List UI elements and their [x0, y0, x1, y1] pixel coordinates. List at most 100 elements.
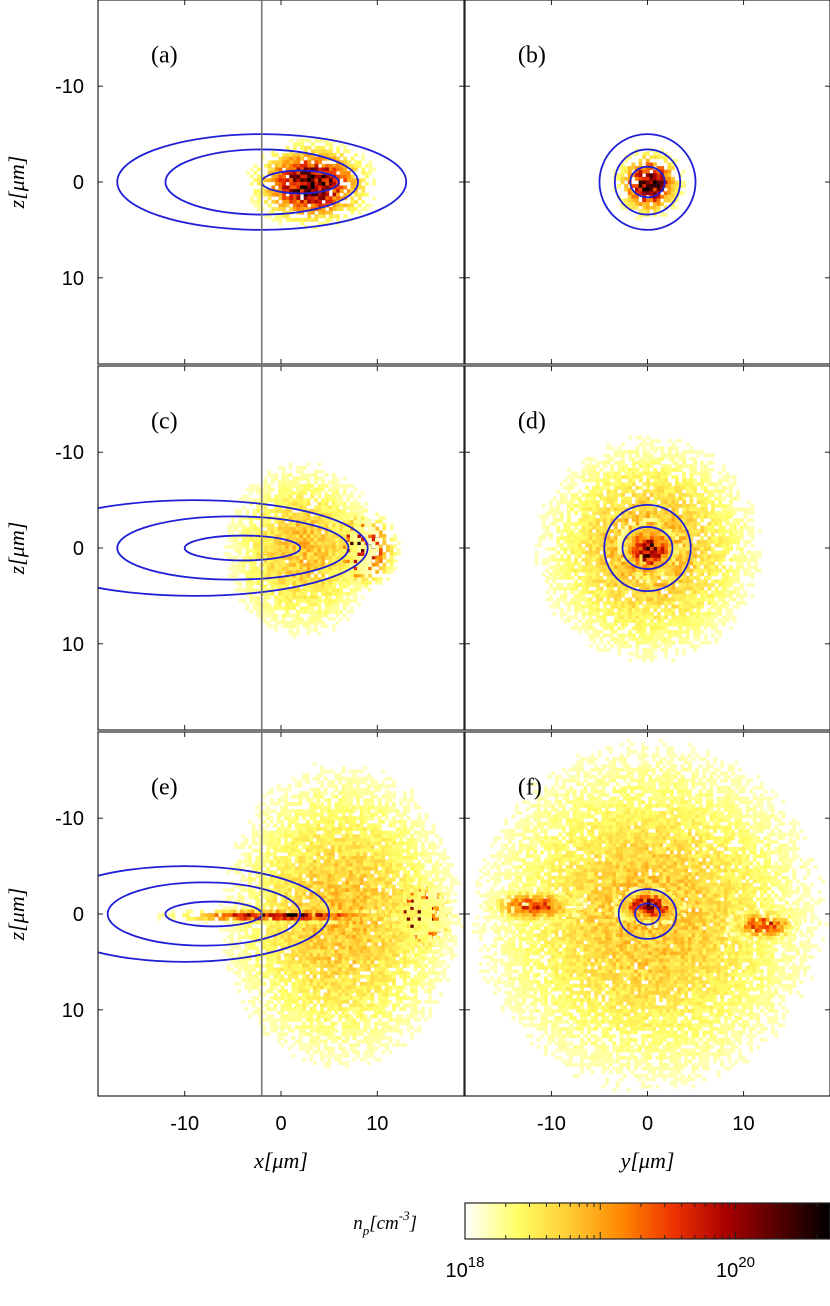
- density-cell: [299, 552, 304, 557]
- density-cell: [346, 178, 351, 183]
- density-cell: [750, 593, 755, 598]
- density-cell: [567, 500, 571, 505]
- density-cell: [588, 457, 593, 461]
- density-cell: [263, 577, 268, 582]
- density-cell: [718, 543, 723, 548]
- density-cell: [577, 565, 582, 569]
- density-cell: [364, 163, 369, 168]
- density-cell: [300, 171, 304, 175]
- density-cell: [693, 593, 697, 598]
- density-cell: [657, 525, 661, 530]
- density-cell: [577, 604, 582, 609]
- density-cell: [342, 505, 347, 510]
- density-cell: [624, 546, 629, 551]
- density-cell: [585, 572, 589, 577]
- density-cell: [718, 500, 723, 505]
- density-cell: [318, 149, 322, 154]
- density-cell: [299, 534, 304, 539]
- density-cell: [700, 471, 705, 476]
- density-cell: [256, 189, 261, 193]
- density-cell: [703, 583, 708, 587]
- density-cell: [281, 584, 286, 589]
- density-cell: [664, 475, 669, 479]
- density-cell: [245, 552, 250, 557]
- density-cell: [739, 525, 744, 530]
- density-cell: [649, 564, 654, 569]
- density-cell: [328, 494, 333, 499]
- density-cell: [588, 496, 593, 501]
- density-cell: [685, 593, 690, 598]
- density-cell: [617, 511, 622, 515]
- density-cell: [534, 550, 539, 555]
- density-cell: [581, 471, 586, 476]
- density-cell: [631, 184, 636, 188]
- density-cell: [267, 555, 271, 560]
- density-cell: [307, 178, 312, 183]
- density-cell: [339, 541, 343, 546]
- density-cell: [368, 160, 373, 165]
- density-cell: [545, 529, 550, 533]
- density-cell: [610, 543, 615, 548]
- density-cell: [660, 640, 665, 645]
- density-cell: [660, 633, 665, 638]
- density-cell: [610, 446, 615, 451]
- density-cell: [278, 203, 283, 208]
- density-cell: [277, 599, 282, 603]
- density-cell: [310, 577, 315, 582]
- density-cell: [325, 163, 330, 168]
- density-cell: [628, 449, 633, 454]
- density-cell: [703, 475, 708, 479]
- density-cell: [592, 493, 597, 497]
- density-cell: [682, 586, 687, 591]
- density-cell: [357, 185, 362, 190]
- density-cell: [649, 554, 654, 558]
- density-cell: [653, 626, 658, 631]
- density-cell: [678, 633, 683, 638]
- density-cell: [570, 532, 575, 537]
- density-cell: [588, 575, 593, 580]
- density-cell: [711, 511, 715, 515]
- density-cell: [314, 160, 319, 165]
- density-cell: [289, 199, 294, 204]
- density-cell: [415, 935, 419, 940]
- density-cell: [639, 532, 643, 537]
- density-cell: [628, 583, 633, 587]
- density-cell: [364, 566, 369, 571]
- density-cell: [714, 557, 719, 562]
- density-cell: [256, 516, 261, 521]
- density-cell: [263, 491, 268, 495]
- density-cell: [714, 565, 719, 569]
- density-cell: [270, 548, 275, 553]
- density-cell: [364, 559, 369, 564]
- density-cell: [588, 547, 593, 551]
- density-cell: [718, 557, 723, 562]
- density-cell: [721, 565, 726, 569]
- density-cell: [613, 593, 618, 598]
- density-cell: [360, 570, 365, 575]
- density-cell: [693, 511, 697, 515]
- heatmap: [116, 133, 408, 231]
- density-cell: [671, 586, 676, 591]
- density-cell: [353, 498, 358, 503]
- density-cell: [389, 566, 394, 571]
- density-cell: [256, 573, 261, 578]
- density-cell: [317, 545, 322, 549]
- density-cell: [317, 613, 322, 618]
- density-cell: [585, 525, 589, 530]
- density-cell: [660, 478, 665, 483]
- density-cell: [603, 521, 607, 526]
- density-cell: [620, 198, 625, 203]
- density-cell: [567, 543, 571, 548]
- density-cell: [621, 572, 625, 577]
- density-cell: [631, 464, 636, 469]
- contour-line: [613, 148, 682, 216]
- density-cell: [361, 189, 366, 193]
- density-cell: [231, 570, 235, 575]
- density-cell: [310, 595, 315, 600]
- density-cell: [657, 529, 661, 533]
- density-cell: [635, 169, 639, 174]
- density-cell: [585, 496, 589, 501]
- density-cell: [335, 501, 340, 506]
- density-cell: [657, 446, 661, 451]
- density-cell: [624, 496, 629, 501]
